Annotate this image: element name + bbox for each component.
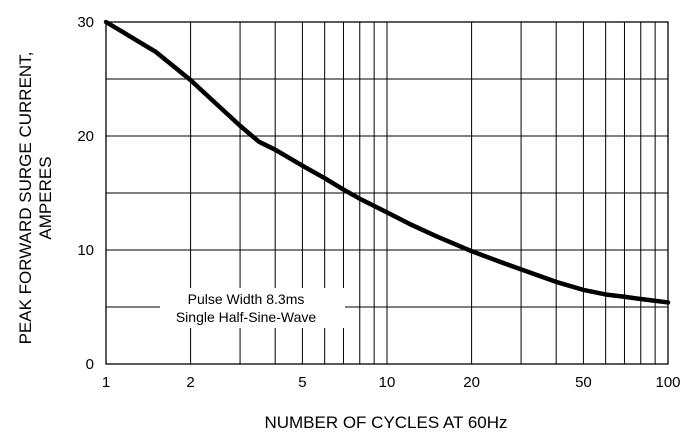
y-axis-title: PEAK FORWARD SURGE CURRENT, AMPERES [16,52,55,345]
x-tick-label: 10 [379,374,396,391]
grid-lines [105,21,669,365]
x-tick-label: 100 [655,374,680,391]
tick-labels: 1 2 5 10 20 50 100 0 10 20 30 [77,14,680,391]
x-tick-label: 1 [102,374,110,391]
x-tick-label: 20 [463,374,480,391]
x-tick-label: 2 [186,374,194,391]
annotation-line-2: Single Half-Sine-Wave [176,309,317,325]
y-tick-label: 0 [86,356,94,373]
plot-series [103,19,671,305]
x-tick-label: 50 [575,374,592,391]
y-axis-title-line-1: PEAK FORWARD SURGE CURRENT, [16,52,35,345]
annotation-background [160,288,345,328]
x-tick-label: 5 [298,374,306,391]
y-tick-label: 20 [77,128,94,145]
surge-current-curve [103,19,671,305]
x-axis-title: NUMBER OF CYCLES AT 60Hz [264,413,507,432]
plot-frame [105,21,669,365]
y-axis-title-line-2: AMPERES [36,156,55,239]
annotation-line-1: Pulse Width 8.3ms [188,291,305,307]
y-tick-label: 30 [77,14,94,31]
annotation: Pulse Width 8.3ms Single Half-Sine-Wave [160,288,345,328]
y-tick-label: 10 [77,242,94,259]
